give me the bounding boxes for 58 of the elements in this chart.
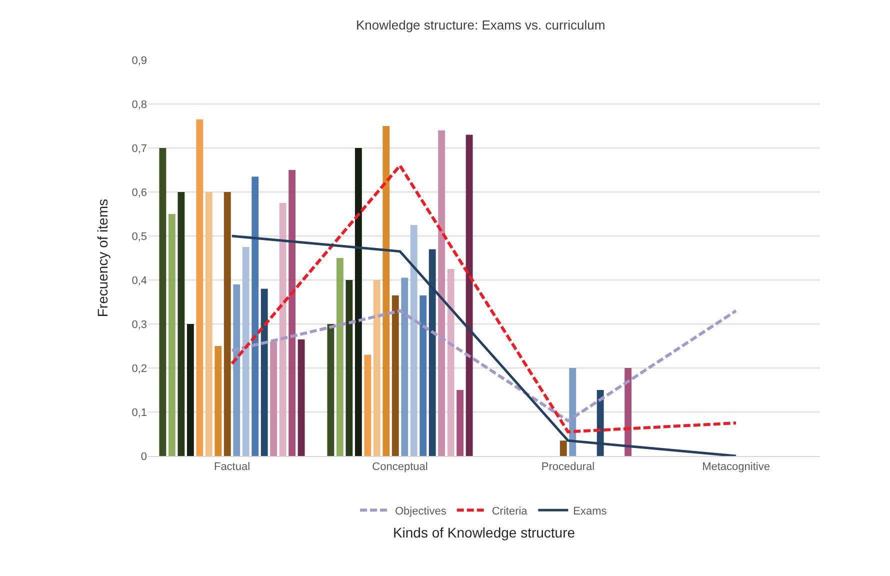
- bar: [364, 354, 372, 456]
- legend-label: Objectives: [395, 505, 447, 518]
- bar: [401, 278, 408, 456]
- y-tick-label: 0,2: [132, 362, 147, 375]
- bar: [466, 134, 473, 456]
- bar: [560, 440, 567, 456]
- bar: [336, 258, 344, 456]
- bar: [252, 176, 259, 456]
- x-tick-label: Procedural: [541, 461, 595, 474]
- bar: [447, 269, 454, 456]
- bar: [624, 368, 632, 456]
- bar: [224, 192, 231, 456]
- bar: [392, 295, 399, 456]
- legend-label: Exams: [573, 505, 608, 518]
- y-tick-label: 0,7: [132, 142, 147, 155]
- bar: [298, 339, 305, 456]
- x-tick-label: Conceptual: [372, 461, 428, 474]
- y-tick-label: 0,3: [132, 318, 147, 331]
- bar: [214, 346, 222, 456]
- x-tick-label: Factual: [214, 461, 250, 474]
- bar: [279, 203, 286, 456]
- legend-label: Criteria: [492, 505, 528, 518]
- bar: [196, 119, 204, 456]
- bar: [270, 342, 278, 456]
- y-tick-label: 0,6: [132, 186, 147, 199]
- x-axis-title: Kinds of Knowledge structure: [392, 524, 576, 540]
- line-series: [230, 234, 738, 456]
- bar: [428, 249, 436, 456]
- bar: [168, 214, 176, 456]
- chart-title: Knowledge structure: Exams vs. curriculum: [356, 17, 606, 32]
- line-series: [230, 164, 738, 434]
- y-tick-label: 0,9: [132, 54, 147, 67]
- bar: [242, 247, 250, 456]
- y-tick-label: 0,1: [132, 406, 147, 419]
- bar: [596, 390, 604, 456]
- bar: [205, 192, 212, 456]
- bar: [438, 130, 446, 456]
- y-tick-label: 0: [140, 450, 147, 463]
- y-tick-label: 0,8: [132, 98, 147, 111]
- y-tick-label: 0,4: [132, 274, 147, 287]
- bar: [327, 324, 334, 456]
- bar: [186, 324, 194, 456]
- bar: [420, 295, 427, 456]
- bar: [373, 280, 380, 456]
- bar: [260, 288, 268, 456]
- bar: [354, 148, 362, 456]
- bar: [178, 192, 185, 456]
- bar: [288, 170, 296, 456]
- bar: [346, 280, 353, 456]
- bar: [456, 390, 464, 456]
- y-tick-label: 0,5: [132, 230, 147, 243]
- bar: [159, 148, 166, 456]
- bar: [569, 368, 576, 456]
- bar: [382, 126, 390, 456]
- x-tick-label: Metacognitive: [702, 461, 770, 474]
- bar: [410, 225, 418, 456]
- bar: [233, 284, 240, 456]
- y-axis-title: Frecuency of items: [94, 198, 110, 318]
